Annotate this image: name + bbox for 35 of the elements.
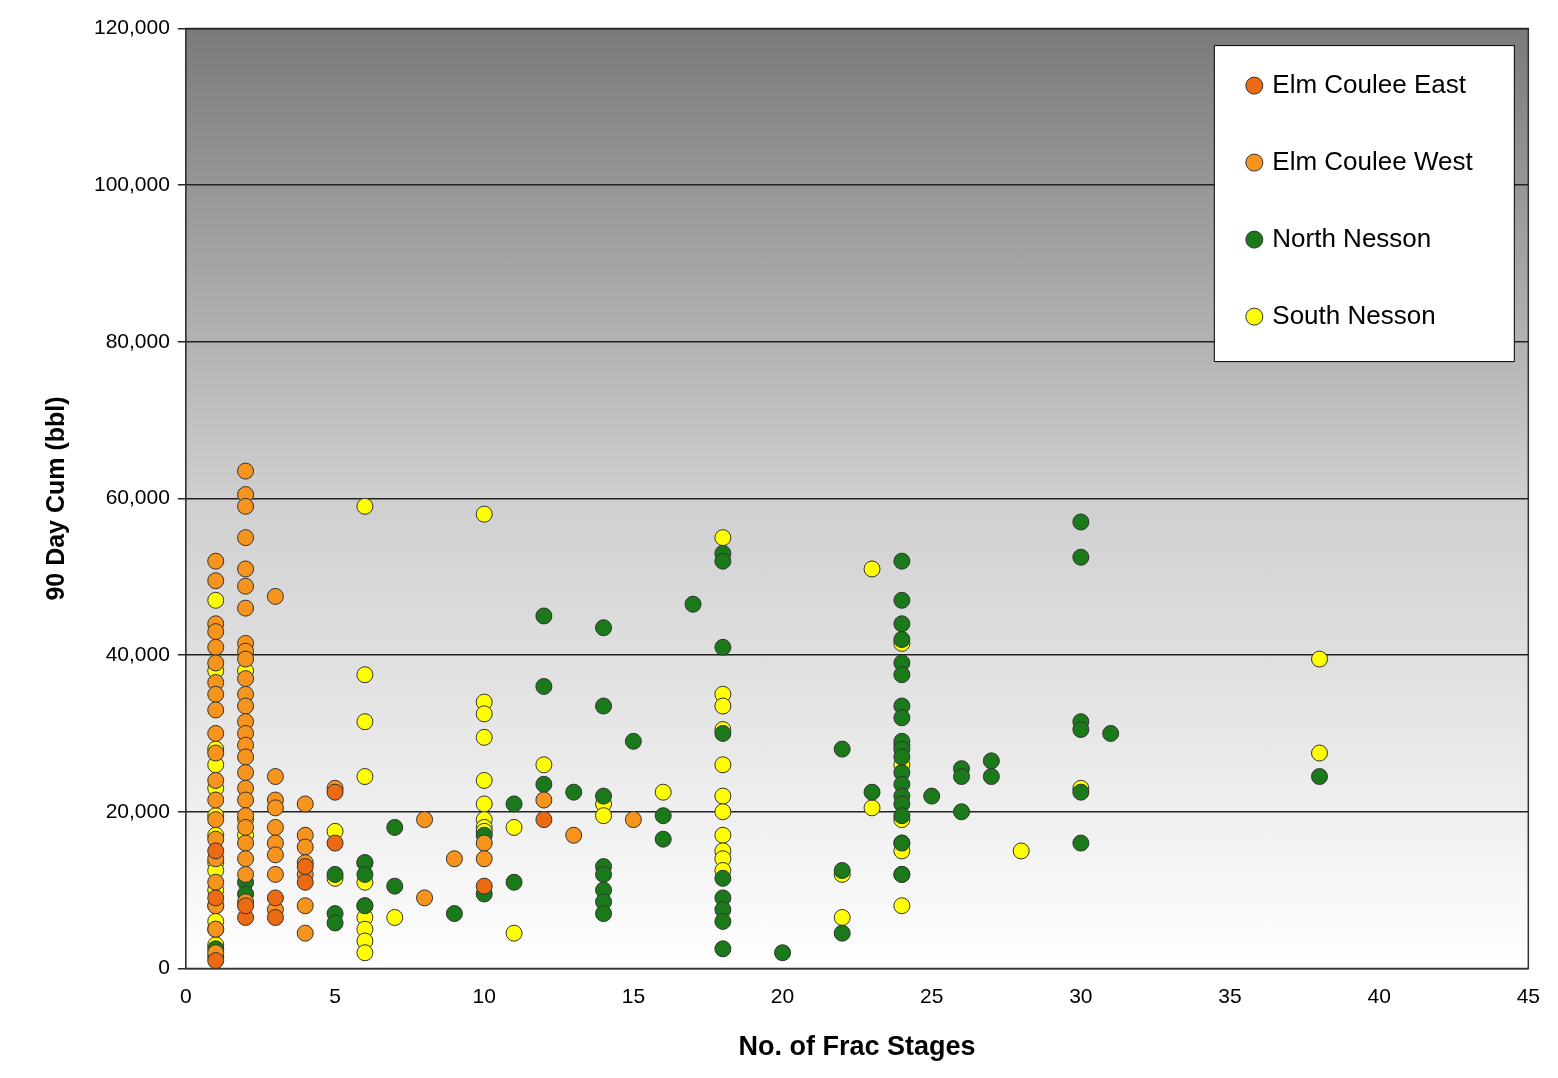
y-axis-title: 90 Day Cum (bbl) — [40, 396, 69, 601]
x-tick-label: 45 — [1516, 983, 1540, 1007]
x-tick-label: 20 — [770, 983, 795, 1007]
y-tick-label: 100,000 — [93, 172, 170, 196]
point — [535, 811, 553, 829]
point — [266, 889, 284, 907]
point — [207, 889, 225, 907]
x-tick-label: 0 — [180, 983, 192, 1007]
y-tick-label: 80,000 — [105, 328, 170, 352]
y-tick-label: 20,000 — [105, 798, 170, 822]
point — [207, 842, 225, 860]
legend-label: North Nesson — [1272, 222, 1432, 253]
point — [207, 952, 225, 969]
x-axis-title: No. of Frac Stages — [738, 1031, 976, 1062]
point — [296, 873, 314, 891]
point — [296, 858, 314, 876]
legend-label: South Nesson — [1272, 299, 1436, 330]
y-tick-label: 120,000 — [93, 15, 170, 39]
point — [326, 834, 344, 852]
point — [266, 908, 284, 926]
y-tick-label: 0 — [158, 955, 170, 979]
x-tick-label: 35 — [1218, 983, 1242, 1007]
y-tick-label: 40,000 — [105, 641, 170, 665]
legend-label: Elm Coulee East — [1272, 68, 1467, 99]
legend-label: Elm Coulee West — [1272, 145, 1474, 176]
x-tick-label: 5 — [329, 983, 341, 1007]
point — [237, 897, 255, 915]
x-tick-label: 30 — [1069, 983, 1093, 1007]
x-tick-label: 25 — [920, 983, 944, 1007]
point — [326, 783, 344, 801]
x-tick-label: 10 — [472, 983, 496, 1007]
x-tick-label: 40 — [1367, 983, 1391, 1007]
y-tick-label: 60,000 — [105, 485, 170, 509]
x-tick-label: 15 — [621, 983, 646, 1007]
point — [475, 877, 493, 895]
